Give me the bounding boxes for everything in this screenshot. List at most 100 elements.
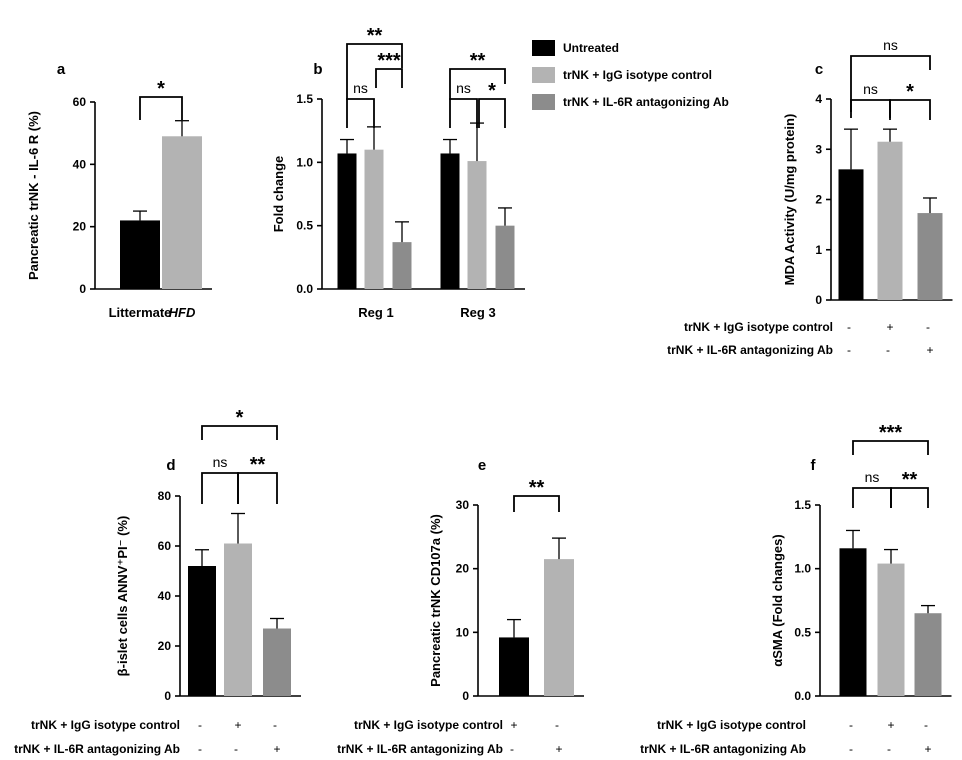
y-axis-label: β-islet cells ANNV⁺PI⁻ (%) <box>115 516 130 677</box>
significance-bracket <box>201 425 278 440</box>
legend-label: Untreated <box>563 41 619 55</box>
significance-label: ns <box>865 469 880 485</box>
y-tick-label: 60 <box>73 95 87 109</box>
condition-mark: - <box>273 718 277 732</box>
y-tick-label: 20 <box>456 562 470 576</box>
significance-bracket <box>139 96 183 120</box>
significance-bracket <box>201 472 239 504</box>
condition-mark: + <box>924 742 931 756</box>
condition-label: trNK + IgG isotype control <box>31 718 180 732</box>
y-tick-label: 1.0 <box>794 562 811 576</box>
panel-letter: b <box>313 61 322 78</box>
y-tick-label: 0.5 <box>794 625 811 639</box>
bar <box>544 559 574 696</box>
y-tick-label: 30 <box>456 498 470 512</box>
significance-label: * <box>488 80 496 102</box>
y-tick-label: 2 <box>815 193 822 207</box>
y-tick-label: 20 <box>73 220 87 234</box>
condition-label: trNK + IL-6R antagonizing Ab <box>640 742 806 756</box>
bar <box>838 169 864 300</box>
y-tick-label: 10 <box>456 625 470 639</box>
significance-label: ns <box>863 81 878 97</box>
bar <box>392 242 412 289</box>
legend-swatch <box>532 40 555 56</box>
y-tick-label: 60 <box>158 539 172 553</box>
panel-letter: d <box>166 457 175 474</box>
y-tick-label: 4 <box>815 92 822 106</box>
significance-label: * <box>157 78 165 100</box>
y-tick-label: 1.5 <box>296 92 313 106</box>
condition-mark: - <box>234 742 238 756</box>
significance-bracket <box>346 43 403 100</box>
panel-e: 0 10 20 30 Pancreatic trNK CD107a (%) e trNK +… <box>337 457 584 756</box>
bar <box>120 220 160 289</box>
significance-label: ** <box>902 469 918 491</box>
bar <box>440 153 460 289</box>
significance-label: ns <box>353 80 368 96</box>
y-tick-label: 1.5 <box>794 498 811 512</box>
y-axis-label: Fold change <box>271 156 286 233</box>
panel-letter: f <box>811 457 817 474</box>
legend-swatch <box>532 67 555 83</box>
bar <box>839 548 867 696</box>
condition-mark: + <box>887 718 894 732</box>
panel-letter: a <box>57 61 66 78</box>
condition-label: trNK + IL-6R antagonizing Ab <box>337 742 503 756</box>
y-tick-label: 1 <box>815 243 822 257</box>
bar <box>495 225 515 289</box>
y-tick-label: 80 <box>158 489 172 503</box>
legend-label: trNK + IL-6R antagonizing Ab <box>563 95 729 109</box>
condition-mark: - <box>849 718 853 732</box>
y-tick-label: 20 <box>158 639 172 653</box>
condition-mark: - <box>926 320 930 334</box>
bar <box>914 613 942 696</box>
condition-mark: + <box>234 718 241 732</box>
condition-label: trNK + IL-6R antagonizing Ab <box>14 742 180 756</box>
significance-label: *** <box>377 50 401 72</box>
significance-label: ** <box>367 25 383 47</box>
significance-bracket <box>852 487 892 508</box>
significance-bracket <box>850 55 931 112</box>
condition-mark: + <box>510 718 517 732</box>
condition-mark: - <box>198 742 202 756</box>
significance-label: ns <box>883 37 898 53</box>
bar <box>162 136 202 289</box>
bar <box>499 637 529 696</box>
significance-bracket <box>890 487 929 508</box>
significance-bracket <box>513 495 560 512</box>
category-label: Reg 3 <box>460 305 495 320</box>
bar <box>224 543 252 696</box>
condition-mark: - <box>847 343 851 357</box>
y-axis-label: αSMA (Fold changes) <box>770 534 785 666</box>
significance-label: ** <box>250 454 266 476</box>
y-axis-label: Pancreatic trNK - IL-6 R (%) <box>26 111 41 280</box>
significance-label: ns <box>213 454 228 470</box>
condition-label: trNK + IgG isotype control <box>684 320 833 334</box>
bar <box>467 161 487 289</box>
condition-label: trNK + IgG isotype control <box>657 718 806 732</box>
bar <box>263 628 291 696</box>
y-tick-label: 40 <box>73 157 87 171</box>
y-tick-label: 0 <box>79 282 86 296</box>
condition-mark: + <box>886 320 893 334</box>
legend-label: trNK + IgG isotype control <box>563 68 712 82</box>
significance-bracket <box>852 440 929 455</box>
condition-mark: - <box>555 718 559 732</box>
panel-d: 0 20 40 60 80 β-islet cells ANNV⁺PI⁻ (%) d trNK… <box>14 407 301 756</box>
category-label: Reg 1 <box>358 305 393 320</box>
category-label: HFD <box>169 305 196 320</box>
significance-bracket <box>889 99 931 120</box>
condition-mark: - <box>198 718 202 732</box>
significance-label: ** <box>529 477 545 499</box>
panel-c: 0 1 2 3 4 MDA Activity (U/mg protein) c trNK + … <box>667 37 953 357</box>
bar <box>877 563 905 696</box>
legend: Untreated trNK + IgG isotype control trNK … <box>532 40 729 110</box>
bar <box>364 149 384 289</box>
bar <box>917 213 943 300</box>
condition-mark: - <box>510 742 514 756</box>
y-axis-label: MDA Activity (U/mg protein) <box>782 114 797 286</box>
condition-label: trNK + IL-6R antagonizing Ab <box>667 343 833 357</box>
bar <box>877 141 903 300</box>
significance-label: ns <box>456 80 471 96</box>
condition-label: trNK + IgG isotype control <box>354 718 503 732</box>
